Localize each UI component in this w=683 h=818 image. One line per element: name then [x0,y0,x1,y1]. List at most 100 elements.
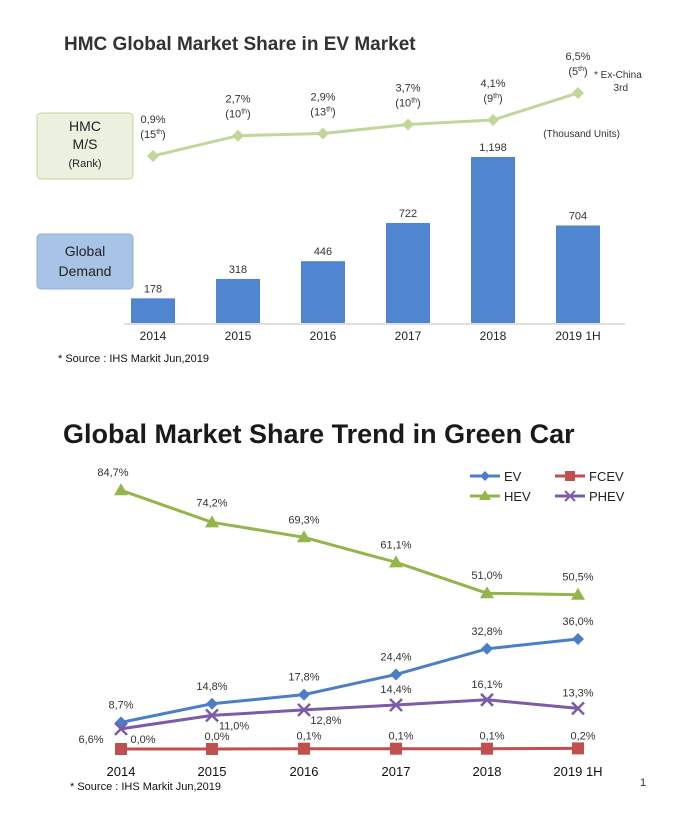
ms-rank-label: (15th) [140,129,165,141]
ms-rank-label: (9th) [483,93,502,105]
chart1-tick-label: 2016 [310,329,337,343]
chart2-source: * Source : IHS Markit Jun,2019 [70,781,221,793]
series-ev: 8,7% 14,8% 17,8% 24,4% 32,8% 36,0% [108,616,594,729]
chart2-tick-label: 2016 [290,764,319,779]
series-point-phev [389,698,403,712]
series-value-label: 0,1% [296,731,321,743]
chart1-tick-label: 2017 [395,329,422,343]
ms-rank-label: (5th) [568,66,587,78]
series-point-hev [114,483,128,496]
series-point-ev [298,688,310,701]
series-point-hev [571,587,585,600]
series-value-label: 14,4% [380,684,411,696]
series-value-label: 50,5% [562,572,593,584]
chart2-tick-label: 2015 [198,764,227,779]
series-point-hev [205,515,219,528]
series-point-phev [297,703,311,717]
ms-rank-label: (13th) [310,106,335,118]
chart2-legend: EV HEV FCEV PHEV [470,469,625,504]
ms-polyline [152,91,579,158]
series-value-label: 8,7% [108,699,133,711]
series-line-ev [120,637,579,724]
demand-value-label: 1,198 [479,142,507,154]
legend-label: PHEV [589,489,625,504]
series-point-fcev [298,742,310,755]
series-value-label: 12,8% [310,715,341,727]
chart1-title: HMC Global Market Share in EV Market [64,34,416,55]
series-value-label: 11,0% [219,720,250,732]
series-value-label: 32,8% [471,626,502,638]
demand-bar-2018 [471,157,515,323]
series-hev: 84,7% 74,2% 69,3% 61,1% 51,0% 50,5% [97,467,594,600]
legend-label: HEV [504,489,531,504]
series-line-fcev [121,746,579,751]
unit-note: (Thousand Units) [543,129,620,140]
series-point-fcev [206,743,218,755]
ms-label-box: HMC M/S (Rank) [36,112,134,180]
legend-marker [480,471,490,481]
chart1-tick-label: 2014 [140,329,167,343]
series-point-hev [480,586,494,599]
series-point-ev [206,697,218,710]
legend-item-hev: HEV [470,489,531,504]
series-value-label: 24,4% [380,651,411,663]
chart2-tick-label: 2014 [107,764,136,779]
series-point-fcev [481,742,493,755]
ms-box-line2: M/S [73,136,98,152]
series-value-label: 14,8% [196,681,227,693]
demand-value-label: 318 [229,264,247,276]
page-number: 1 [640,777,646,789]
chart1-x-ticks: 2014 2015 2016 2017 2018 2019 1H [140,329,601,343]
legend-item-phev: PHEV [555,489,625,504]
chart2-tick-label: 2019 1H [553,764,602,779]
series-point-hev [297,530,311,543]
series-point-fcev [390,742,402,755]
series-point-phev [114,721,128,736]
series-point-phev [480,692,494,707]
legend-item-fcev: FCEV [555,469,624,484]
series-value-label: 0,0% [204,731,229,743]
series-fcev: 0,0% 0,0% 0,1% 0,1% 0,1% 0,2% [115,730,596,755]
legend-label: FCEV [589,469,624,484]
demand-value-label: 722 [399,208,417,220]
series-point-ev [390,668,402,681]
series-value-label: 0,2% [570,730,595,742]
ms-box-line1: HMC [69,118,101,134]
series-value-label: 13,3% [562,687,593,699]
demand-label-box: Global Demand [36,233,134,290]
demand-box-rect [36,233,134,290]
series-point-hev [389,555,403,568]
ms-box-rect [36,112,134,180]
ex-china-note-2: 3rd [614,83,628,94]
series-line-hev [120,488,579,597]
ms-point [572,86,584,99]
ms-line: 0,9% (15th) 2,7% (10th) 2,9% (13th) 3,7% (10th)… [140,51,591,162]
chart2-title: Global Market Share Trend in Green Car [63,419,575,449]
series-phev: 6,6% 11,0% 12,8% 14,4% 16,1% 13,3% [78,679,593,746]
series-value-label: 0,1% [388,731,413,743]
ms-share-label: 3,7% [395,82,420,94]
series-value-label: 0,1% [479,731,504,743]
demand-bar-2019-1H [556,225,600,323]
legend-label: EV [504,469,522,484]
chart2-series: 84,7% 74,2% 69,3% 61,1% 51,0% 50,5% 8,7% 14,8% 1… [78,467,596,755]
demand-bar-2014 [131,298,175,323]
chart1-source: * Source : IHS Markit Jun,2019 [58,353,209,365]
series-value-label: 6,6% [78,734,103,746]
series-value-label: 0,0% [130,734,155,746]
ms-share-label: 2,9% [310,91,335,103]
ms-rank-label: (10th) [225,109,250,121]
ms-share-label: 0,9% [140,114,165,126]
demand-bars: 178 318 446 722 1,198 704 [131,142,600,323]
demand-value-label: 704 [569,210,587,222]
chart1-tick-label: 2015 [225,329,252,343]
series-point-fcev [115,743,127,755]
ms-share-label: 4,1% [480,78,505,90]
series-point-ev [481,642,493,655]
series-point-phev [571,701,585,716]
chart1-tick-label: 2019 1H [555,329,600,343]
ms-box-line3: (Rank) [68,158,101,170]
ms-rank-label: (10th) [395,97,420,109]
series-value-label: 69,3% [288,514,319,526]
